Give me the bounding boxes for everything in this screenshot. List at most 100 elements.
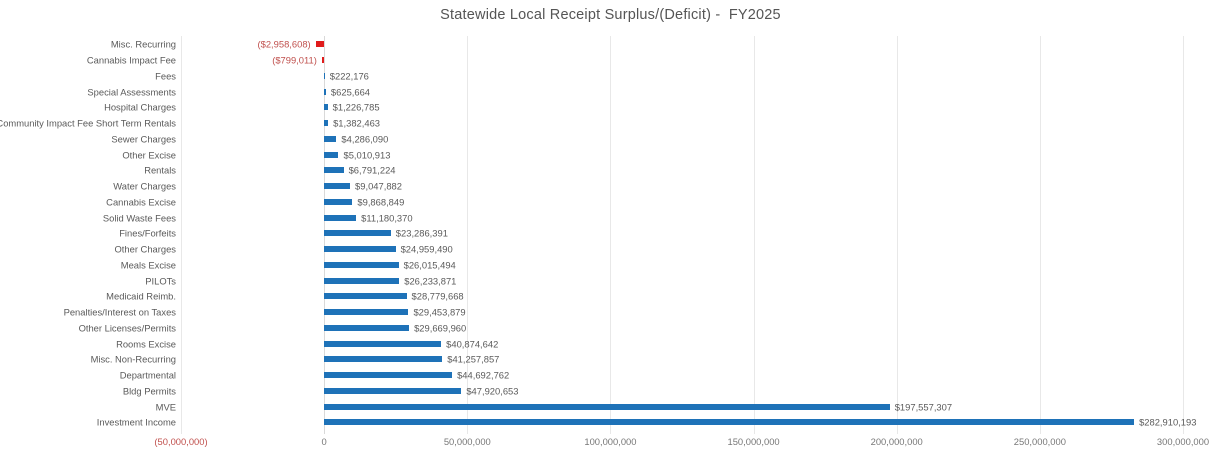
gridline [181, 36, 182, 434]
category-label: Bldg Permits [122, 385, 176, 397]
bar-value-label: $11,180,370 [361, 212, 413, 224]
bar[interactable] [324, 120, 329, 127]
bar[interactable] [321, 57, 325, 64]
bar-value-label: ($799,011) [272, 54, 317, 66]
bar-row: Other Excise $5,010,913 [0, 147, 1221, 163]
x-axis-tick-label: 50,000,000 [443, 436, 491, 447]
bar-row: Special Assessments $625,664 [0, 84, 1221, 100]
x-axis-tick-label: (50,000,000) [154, 436, 208, 447]
category-label: PILOTs [145, 275, 176, 287]
bar[interactable] [324, 277, 400, 284]
bar-row: Hospital Charges $1,226,785 [0, 100, 1221, 116]
bar-value-label: $29,453,879 [413, 306, 466, 318]
bar-value-label: $197,557,307 [894, 401, 953, 413]
bar[interactable] [324, 261, 399, 268]
gridline [896, 36, 898, 434]
bar[interactable] [324, 372, 453, 379]
bar[interactable] [324, 356, 443, 363]
category-label: Fees [155, 70, 176, 82]
x-axis-tick-labels: (50,000,000) 0 50,000,000 100,000,000 150,00… [0, 436, 1221, 456]
bar-row: Cannabis Excise $9,868,849 [0, 194, 1221, 210]
bar[interactable] [324, 183, 351, 190]
x-axis-tick-label: 100,000,000 [584, 436, 637, 447]
bar-value-label: $41,257,857 [447, 353, 500, 365]
bar-row: Cannabis Impact Fee ($799,011) [0, 52, 1221, 68]
bar[interactable] [324, 135, 337, 142]
category-label: Rooms Excise [116, 338, 176, 350]
bar-row: Rentals $6,791,224 [0, 163, 1221, 179]
bar-value-label: $29,669,960 [414, 322, 467, 334]
bar-row: Investment Income $282,910,193 [0, 415, 1221, 431]
bar[interactable] [324, 104, 328, 111]
bar[interactable] [324, 419, 1135, 426]
bar-value-label: $23,286,391 [395, 227, 448, 239]
category-label: Sewer Charges [111, 133, 176, 145]
x-axis-tick-label: 150,000,000 [727, 436, 780, 447]
bar-value-label: $1,382,463 [333, 117, 381, 129]
category-label: Investment Income [96, 416, 176, 428]
bar-row: PILOTs $26,233,871 [0, 273, 1221, 289]
bar-row: Rooms Excise $40,874,642 [0, 336, 1221, 352]
gridline [753, 36, 755, 434]
bar-row: Bldg Permits $47,920,653 [0, 383, 1221, 399]
category-label: Special Assessments [87, 86, 176, 98]
bar[interactable] [324, 198, 353, 205]
category-label: Cannabis Excise [106, 196, 176, 208]
bar[interactable] [324, 309, 409, 316]
bar-value-label: ($2,958,608) [257, 38, 311, 50]
bar[interactable] [324, 293, 407, 300]
bar-value-label: $222,176 [329, 70, 369, 82]
x-axis-tick-label: 250,000,000 [1013, 436, 1066, 447]
gridline [1039, 36, 1041, 434]
bar-value-label: $47,920,653 [466, 385, 519, 397]
bar-value-label: $282,910,193 [1139, 416, 1197, 428]
bar-value-label: $4,286,090 [341, 133, 389, 145]
gridline [467, 36, 469, 434]
bar-row: Water Charges $9,047,882 [0, 178, 1221, 194]
bar-value-label: $9,047,882 [355, 180, 402, 192]
category-label: Other Excise [122, 149, 176, 161]
bar-row: MVE $197,557,307 [0, 399, 1221, 415]
bar[interactable] [324, 72, 326, 79]
bar-row: Medicaid Reimb. $28,779,668 [0, 289, 1221, 305]
bar-row: Other Charges $24,959,490 [0, 241, 1221, 257]
category-label: Other Licenses/Permits [78, 322, 176, 334]
plot-area: Misc. Recurring ($2,958,608) Cannabis Impa… [0, 36, 1221, 434]
bar-value-label: $40,874,642 [446, 338, 499, 350]
bar[interactable] [324, 214, 357, 221]
bar[interactable] [324, 246, 396, 253]
bar-row: Fines/Forfeits $23,286,391 [0, 226, 1221, 242]
bar-row: Misc. Recurring ($2,958,608) [0, 37, 1221, 53]
bar-row: Misc. Non-Recurring $41,257,857 [0, 352, 1221, 368]
bar[interactable] [324, 387, 462, 394]
category-label: Solid Waste Fees [102, 212, 176, 224]
x-axis-tick-label: 200,000,000 [870, 436, 923, 447]
x-axis-tick-label: 0 [321, 436, 327, 447]
category-label: Medicaid Reimb. [106, 290, 176, 302]
bar[interactable] [324, 340, 442, 347]
bar-value-label: $5,010,913 [343, 149, 391, 161]
bar[interactable] [324, 403, 890, 410]
bar-row: Departmental $44,692,762 [0, 367, 1221, 383]
bar[interactable] [315, 41, 325, 48]
bar-value-label: $6,791,224 [348, 164, 396, 176]
bar-row: Community Impact Fee Short Term Rentals $… [0, 115, 1221, 131]
bar[interactable] [324, 167, 344, 174]
category-label: Misc. Non-Recurring [90, 353, 176, 365]
category-label: Other Charges [114, 243, 177, 255]
category-label: Departmental [119, 369, 176, 381]
bar[interactable] [324, 151, 339, 158]
category-label: MVE [155, 401, 176, 413]
category-label: Cannabis Impact Fee [86, 54, 176, 66]
category-label: Hospital Charges [104, 101, 176, 113]
bar-value-label: $24,959,490 [400, 243, 453, 255]
category-label: Water Charges [113, 180, 176, 192]
bar-row: Penalties/Interest on Taxes $29,453,879 [0, 304, 1221, 320]
bar-row: Fees $222,176 [0, 68, 1221, 84]
category-label: Meals Excise [120, 259, 176, 271]
bar-row: Sewer Charges $4,286,090 [0, 131, 1221, 147]
bar[interactable] [324, 324, 410, 331]
bar[interactable] [324, 88, 326, 95]
bar[interactable] [324, 230, 391, 237]
